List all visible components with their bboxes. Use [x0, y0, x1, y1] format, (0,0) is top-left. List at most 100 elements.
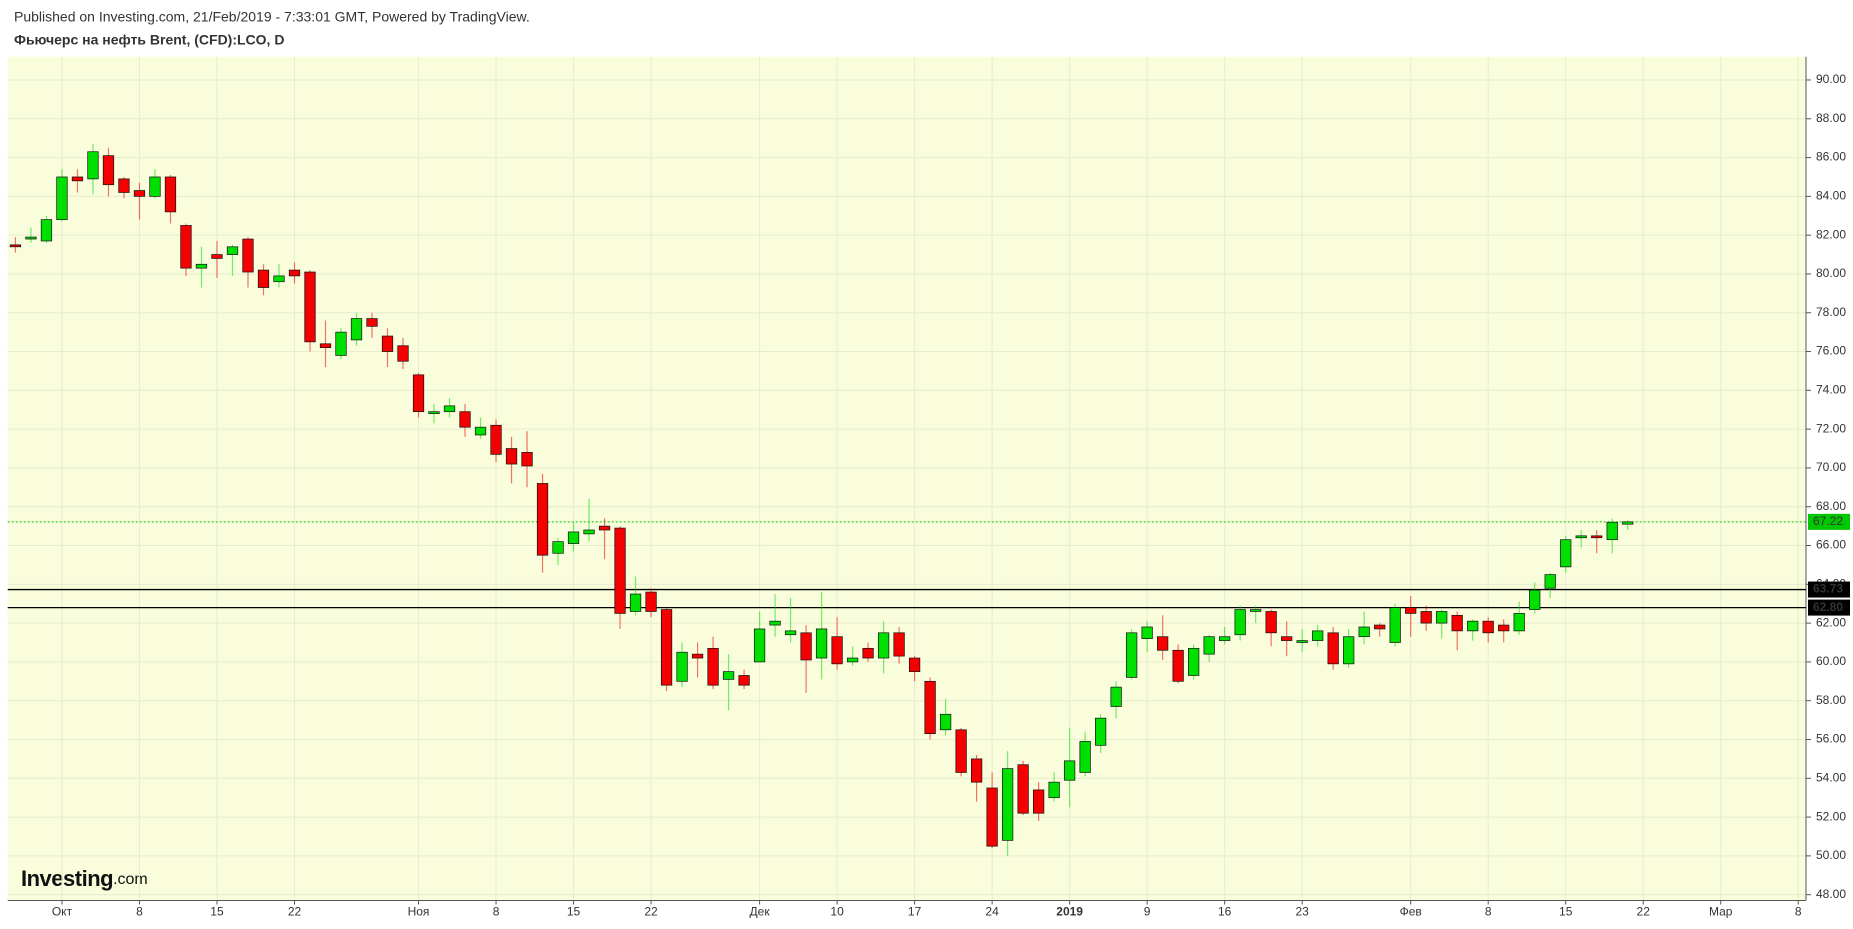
candle-body: [412, 374, 425, 413]
candle-body: [428, 411, 440, 414]
candle-body: [893, 632, 905, 657]
y-tick-label: 58.00: [1816, 693, 1846, 707]
candle-body: [56, 176, 68, 220]
chart-title: Фьючерс на нефть Brent, (CFD):LCO, D: [14, 32, 284, 48]
x-tick-label: 16: [1218, 905, 1232, 919]
candle-body: [381, 335, 394, 352]
candle-body: [195, 263, 208, 269]
logo-brand: Investing: [21, 866, 113, 891]
candle-body: [397, 345, 409, 362]
candle-body: [660, 609, 673, 686]
price-level-label: 62.80: [1813, 600, 1843, 614]
candle-body: [955, 729, 967, 773]
candle-body: [707, 647, 719, 686]
x-tick-label: 15: [567, 905, 581, 919]
x-tick-label: 24: [985, 905, 999, 919]
candle-body: [1265, 611, 1277, 634]
candle-body: [87, 151, 99, 180]
candle-body: [1436, 611, 1448, 624]
candle-body: [1095, 717, 1107, 746]
candle-body: [1575, 535, 1587, 539]
y-tick-label: 88.00: [1816, 111, 1846, 125]
x-tick-label: 8: [1485, 905, 1492, 919]
candle-body: [1157, 636, 1169, 651]
candle-body: [924, 680, 936, 735]
candle-body: [583, 529, 595, 535]
price-level-badge: [1808, 599, 1850, 616]
candle-body: [474, 426, 487, 436]
x-tick-label: 23: [1295, 905, 1309, 919]
candle-body: [1513, 613, 1525, 632]
candle-body: [1498, 624, 1510, 632]
x-tick-label: 2019: [1056, 905, 1083, 919]
y-tick-label: 62.00: [1816, 615, 1846, 629]
candle-body: [1451, 615, 1463, 632]
candle-body: [257, 269, 270, 288]
candle-body: [738, 675, 750, 686]
candle-body: [908, 657, 921, 672]
x-tick-label: 15: [1559, 905, 1573, 919]
x-tick-label: 10: [830, 905, 844, 919]
logo-suffix: .com: [113, 871, 148, 888]
candle-body: [149, 176, 161, 197]
price-level-badge: [1808, 581, 1850, 598]
candle-body: [211, 254, 223, 259]
candle-body: [614, 527, 626, 614]
candle-body: [939, 713, 952, 731]
candle-body: [71, 176, 84, 182]
candle-body: [691, 653, 704, 659]
published-note: Published on Investing.com, 21/Feb/2019 …: [14, 9, 530, 25]
x-tick-label: 8: [1795, 905, 1802, 919]
x-tick-label: 15: [210, 905, 224, 919]
x-tick-label: 8: [493, 905, 500, 919]
candle-body: [25, 236, 37, 240]
y-tick-label: 82.00: [1816, 227, 1846, 241]
candle-body: [722, 671, 735, 680]
candle-body: [784, 630, 797, 636]
candle-body: [1544, 574, 1556, 589]
y-tick-label: 50.00: [1816, 848, 1846, 862]
y-tick-label: 48.00: [1816, 887, 1846, 901]
x-tick-label: Дек: [750, 905, 771, 919]
candle-body: [1250, 609, 1262, 612]
candle-body: [1188, 647, 1200, 676]
candle-body: [1467, 620, 1479, 632]
candle-body: [800, 632, 812, 661]
candle-body: [1281, 636, 1293, 641]
candle-body: [118, 178, 130, 193]
price-level-label: 63.73: [1813, 582, 1843, 596]
candle-body: [1219, 636, 1231, 641]
candle-body: [877, 632, 890, 659]
candle-body: [1001, 768, 1014, 841]
candle-body: [459, 411, 471, 428]
candle-body: [1110, 686, 1122, 707]
candle-body: [1591, 535, 1603, 539]
x-tick-label: 8: [136, 905, 143, 919]
candle-body: [335, 331, 347, 356]
candle-body: [490, 424, 502, 455]
candle-body: [133, 190, 146, 197]
candle-body: [1420, 611, 1432, 624]
candle-body: [304, 271, 316, 343]
candle-body: [226, 246, 239, 255]
candle-body: [753, 628, 766, 663]
y-tick-label: 68.00: [1816, 499, 1846, 513]
candle-body: [629, 593, 642, 612]
y-tick-label: 70.00: [1816, 460, 1846, 474]
y-tick-label: 76.00: [1816, 344, 1846, 358]
candle-body: [1327, 632, 1339, 665]
candle-body: [986, 787, 998, 847]
candle-body: [443, 405, 456, 413]
candle-body: [1203, 636, 1215, 655]
candle-body: [1033, 789, 1045, 814]
candle-body: [1374, 624, 1386, 630]
y-tick-label: 66.00: [1816, 538, 1846, 552]
candle-body: [242, 238, 254, 273]
candle-body: [676, 651, 688, 682]
candle-body: [1606, 521, 1618, 541]
candle-body: [521, 452, 533, 467]
candle-body: [319, 343, 332, 349]
candle-body: [645, 591, 657, 612]
